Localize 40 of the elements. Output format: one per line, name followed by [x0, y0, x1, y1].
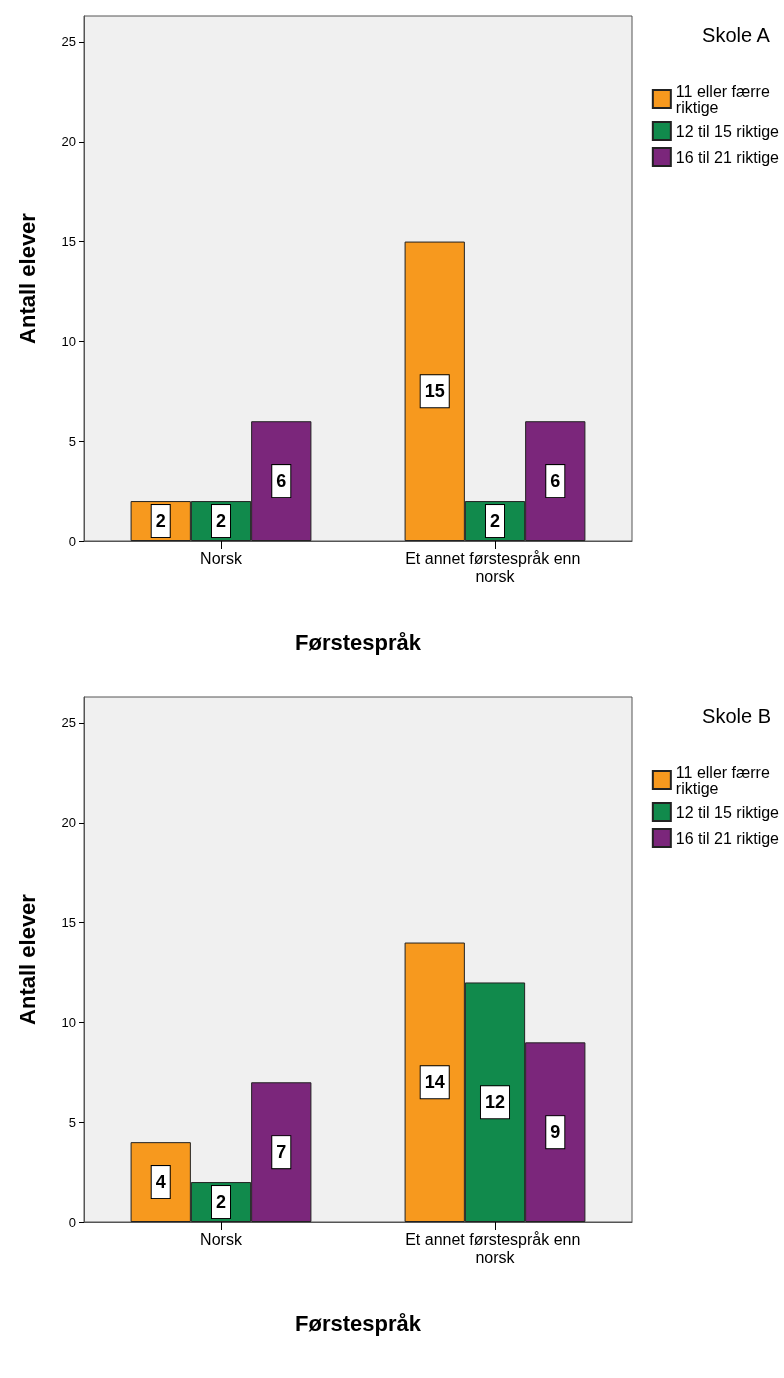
x-tick-label: Et annet førstespråk enn norsk — [405, 549, 585, 585]
x-axis-title: Førstespråk — [295, 1310, 422, 1336]
data-label: 2 — [215, 1192, 227, 1213]
y-tick-label: 5 — [68, 1114, 76, 1130]
y-tick-label: 20 — [61, 134, 76, 150]
x-axis-title: Førstespråk — [295, 629, 422, 655]
y-tick-label: 15 — [61, 915, 76, 931]
legend-label: 12 til 15 riktige — [675, 122, 780, 140]
y-tick-label: 0 — [68, 533, 76, 549]
legend-label: 16 til 21 riktige — [675, 148, 780, 166]
y-tick-label: 10 — [61, 1014, 76, 1030]
y-tick-label: 25 — [61, 34, 76, 50]
data-label: 14 — [424, 1072, 445, 1093]
legend-label: 11 eller færre riktige — [675, 82, 775, 116]
y-tick-label: 15 — [61, 234, 76, 250]
data-label: 9 — [550, 1122, 561, 1143]
legend-label: 11 eller færre riktige — [675, 763, 775, 797]
data-label: 4 — [155, 1172, 166, 1193]
legend-label: 12 til 15 riktige — [675, 803, 780, 821]
data-label: 12 — [484, 1092, 506, 1113]
data-label: 2 — [215, 511, 227, 532]
x-tick-label: Norsk — [200, 549, 243, 567]
y-tick-label: 20 — [61, 815, 76, 831]
y-tick-label: 10 — [61, 333, 76, 349]
x-tick-label: Norsk — [200, 1230, 243, 1248]
legend-title: Skole B — [702, 705, 772, 727]
data-label: 7 — [276, 1142, 287, 1163]
data-label: 6 — [276, 471, 287, 492]
y-tick-label: 0 — [68, 1214, 76, 1230]
data-label: 2 — [489, 511, 501, 532]
x-tick-label: Et annet førstespråk enn norsk — [405, 1230, 585, 1266]
y-tick-label: 5 — [68, 433, 76, 449]
data-label: 2 — [155, 511, 166, 532]
y-tick-label: 25 — [61, 715, 76, 731]
data-label: 15 — [424, 381, 445, 402]
legend-title: Skole A — [702, 24, 771, 46]
y-axis-title: Antall elever — [14, 212, 40, 344]
legend-label: 16 til 21 riktige — [675, 829, 780, 847]
y-axis-title: Antall elever — [14, 893, 40, 1025]
data-label: 6 — [550, 471, 561, 492]
